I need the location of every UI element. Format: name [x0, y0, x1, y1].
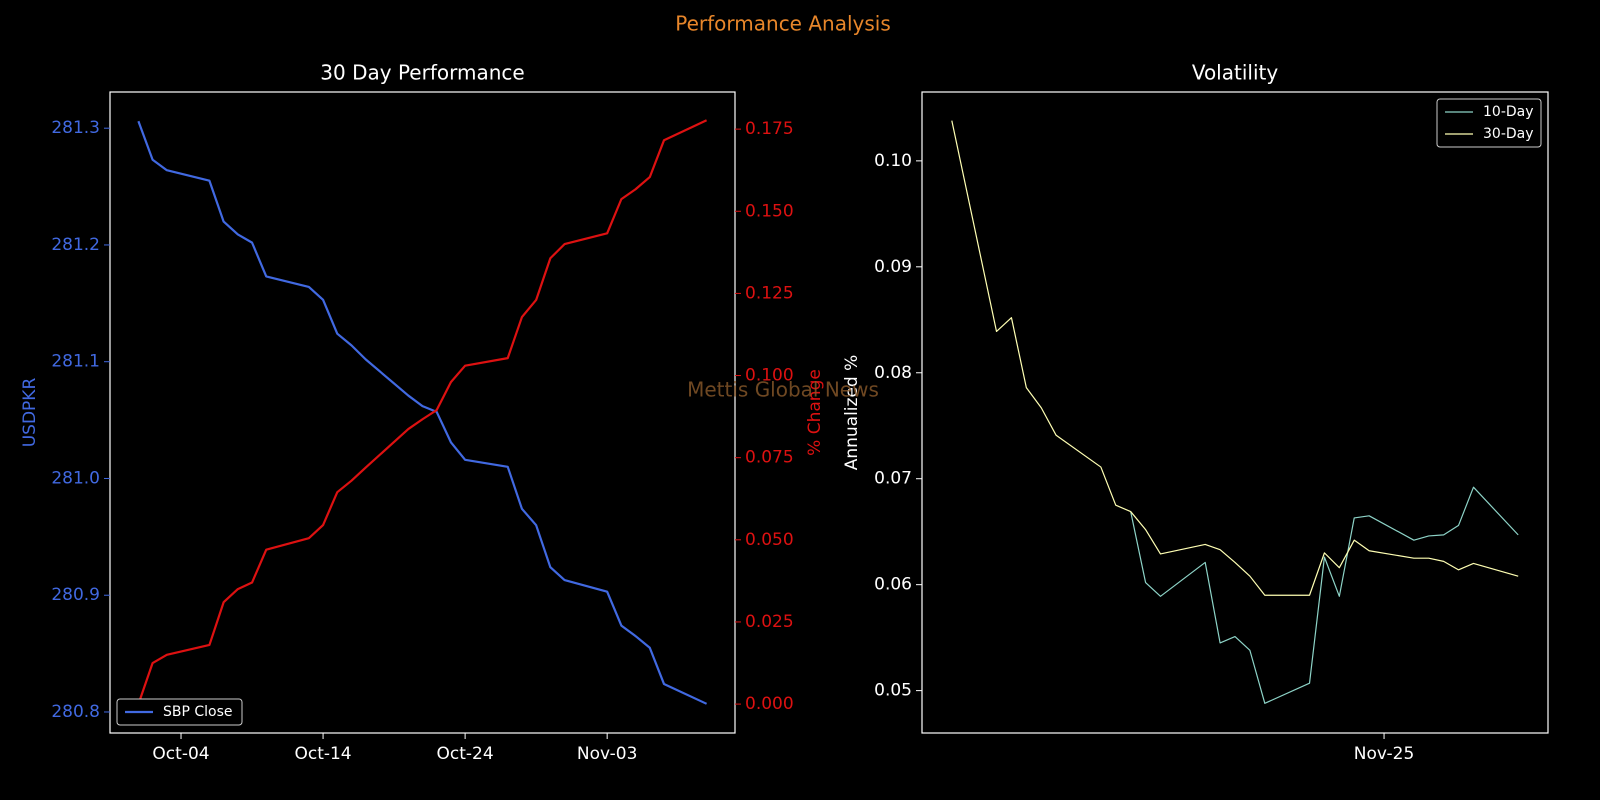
x-tick-label: Nov-25	[1354, 744, 1415, 764]
x-tick-label: Oct-04	[152, 744, 209, 764]
axes-title: 30 Day Performance	[320, 61, 524, 85]
y-tick-label: 280.9	[51, 585, 100, 605]
y-tick-label: 0.050	[745, 530, 794, 550]
y-tick-label: 281.0	[51, 468, 100, 488]
y-tick-label: 0.09	[874, 257, 912, 277]
data-line	[137, 119, 708, 705]
y-tick-label: 0.025	[745, 612, 794, 632]
x-tick-label: Nov-03	[577, 744, 638, 764]
legend-label: 30-Day	[1483, 126, 1534, 142]
legend-label: SBP Close	[163, 704, 233, 720]
y-tick-label: 0.10	[874, 151, 912, 171]
data-line	[137, 120, 708, 705]
y-axis-label: Annualized %	[842, 355, 862, 471]
legend-label: 10-Day	[1483, 104, 1534, 120]
data-line	[1130, 486, 1519, 704]
y-tick-label: 281.3	[51, 118, 100, 138]
legend-box	[116, 698, 243, 726]
x-tick-label: Oct-24	[437, 744, 494, 764]
figure-title: Performance Analysis	[675, 12, 891, 36]
y-tick-label: 0.05	[874, 681, 912, 701]
y-tick-label: 0.000	[745, 694, 794, 714]
y-tick-label: 0.08	[874, 363, 912, 383]
y-axis-label: USDPKR	[20, 378, 40, 448]
plot-area	[109, 91, 736, 734]
y-tick-label: 0.150	[745, 201, 794, 221]
y-tick-label: 0.175	[745, 119, 794, 139]
watermark: Mettis Global News	[687, 378, 879, 402]
legend-box	[1436, 98, 1542, 148]
data-line	[951, 120, 1519, 596]
y2-axis-label: % Change	[805, 369, 825, 456]
y-tick-label: 281.2	[51, 235, 100, 255]
y-tick-label: 281.1	[51, 352, 100, 372]
y-tick-label: 0.125	[745, 283, 794, 303]
x-tick-label: Oct-14	[294, 744, 351, 764]
y-tick-label: 0.07	[874, 469, 912, 489]
y-tick-label: 0.075	[745, 448, 794, 468]
y-tick-label: 280.8	[51, 702, 100, 722]
y-tick-label: 0.06	[874, 575, 912, 595]
axes-title: Volatility	[1192, 61, 1279, 85]
y-tick-label: 0.100	[745, 366, 794, 386]
plot-area	[921, 91, 1549, 734]
